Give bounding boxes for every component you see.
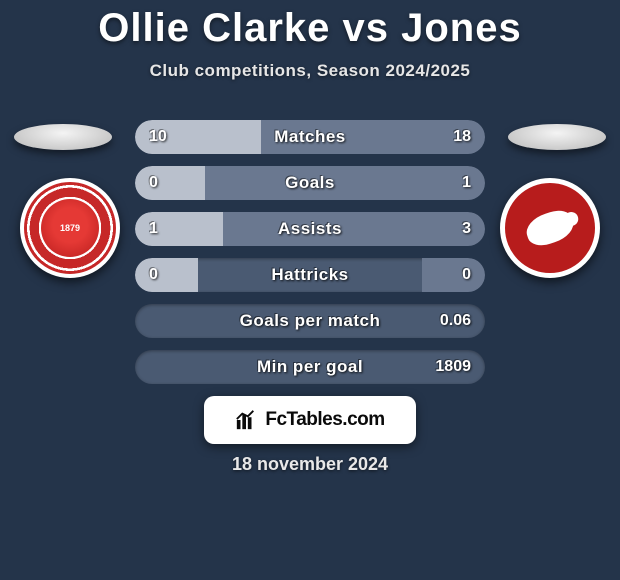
stat-row: 0.06Goals per match xyxy=(135,304,485,338)
stat-row: 00Hattricks xyxy=(135,258,485,292)
date-label: 18 november 2024 xyxy=(0,454,620,475)
club-badge-right xyxy=(500,178,600,278)
fctables-link[interactable]: FcTables.com xyxy=(204,396,416,444)
stat-label: Matches xyxy=(135,120,485,154)
stat-label: Goals per match xyxy=(135,304,485,338)
subtitle: Club competitions, Season 2024/2025 xyxy=(0,61,620,81)
player-left-portrait xyxy=(14,124,112,150)
stat-label: Assists xyxy=(135,212,485,246)
comparison-card: Ollie Clarke vs Jones Club competitions,… xyxy=(0,0,620,580)
page-title: Ollie Clarke vs Jones xyxy=(0,0,620,51)
stat-row: 1018Matches xyxy=(135,120,485,154)
fctables-logo-icon xyxy=(235,409,257,431)
club-badge-left-inner: 1879 xyxy=(41,199,99,257)
stat-row: 1809Min per goal xyxy=(135,350,485,384)
stat-label: Hattricks xyxy=(135,258,485,292)
stat-row: 01Goals xyxy=(135,166,485,200)
shrimp-icon xyxy=(523,206,578,249)
stat-label: Goals xyxy=(135,166,485,200)
stats-list: 1018Matches 01Goals 13Assists 00Hattricks 0.… xyxy=(135,120,485,396)
player-right-portrait xyxy=(508,124,606,150)
fctables-label: FcTables.com xyxy=(265,409,384,431)
stat-row: 13Assists xyxy=(135,212,485,246)
club-badge-left: 1879 xyxy=(20,178,120,278)
stat-label: Min per goal xyxy=(135,350,485,384)
